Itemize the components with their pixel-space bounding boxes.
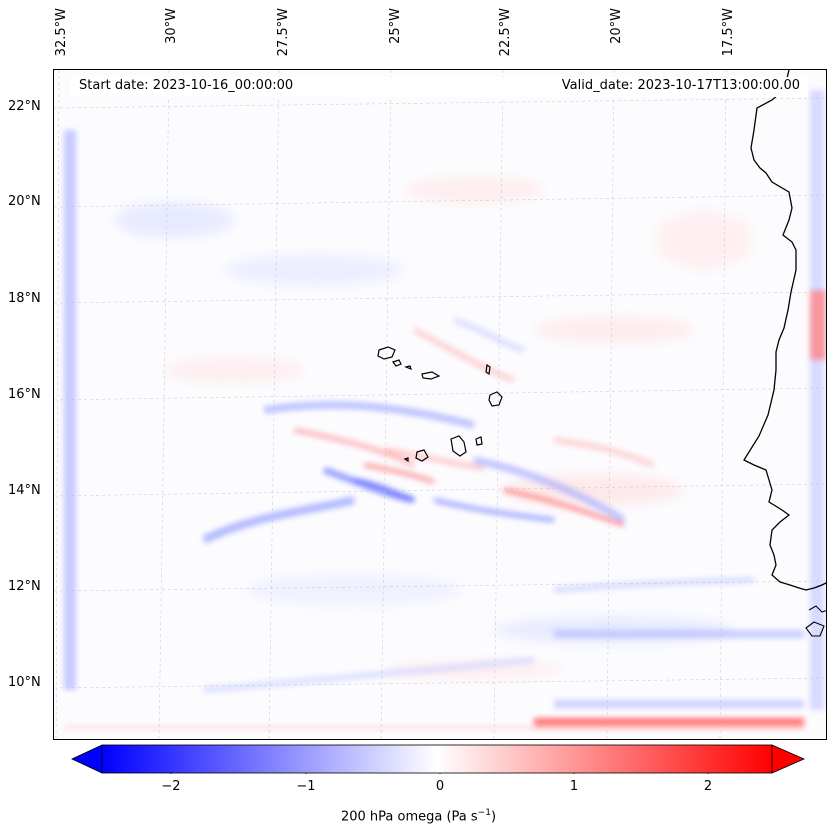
lon-tick-17-5w: 17.5°W xyxy=(721,8,736,57)
lon-tick-25w: 25°W xyxy=(388,8,403,44)
islands xyxy=(377,346,503,463)
lon-tick-22-5w: 22.5°W xyxy=(498,8,513,57)
lon-tick-27-5w: 27.5°W xyxy=(276,8,291,57)
lat-tick-22n: 22°N xyxy=(8,99,41,114)
lon-tick-32-5w: 32.5°W xyxy=(54,8,69,57)
colorbar-extend-min xyxy=(71,744,103,774)
colorbar-label-exponent: −1 xyxy=(477,808,491,818)
colorbar-tick-0: 0 xyxy=(435,779,445,794)
colorbar-tick-2: 2 xyxy=(703,779,713,794)
lat-tick-12n: 12°N xyxy=(8,579,41,594)
colorbar-tick-1: 1 xyxy=(569,779,579,794)
colorbar-label-end: ) xyxy=(490,809,497,825)
lat-tick-10n: 10°N xyxy=(8,675,41,690)
info-strip xyxy=(70,77,808,97)
lat-tick-18n: 18°N xyxy=(8,291,41,306)
colorbar-label-text: 200 hPa omega (Pa s xyxy=(340,809,478,825)
lat-tick-16n: 16°N xyxy=(8,387,41,402)
colorbar-ramp xyxy=(101,744,773,774)
map-panel xyxy=(53,69,827,740)
graticule xyxy=(54,70,826,739)
colorbar-label: 200 hPa omega (Pa s−1) xyxy=(0,808,837,824)
start-date-label: Start date: 2023-10-16_00:00:00 xyxy=(79,78,294,93)
colorbar-extend-max xyxy=(771,744,805,774)
lat-tick-20n: 20°N xyxy=(8,194,41,209)
lon-tick-30w: 30°W xyxy=(164,8,179,44)
lon-tick-20w: 20°W xyxy=(609,8,624,44)
omega-field xyxy=(54,70,826,739)
colorbar-tick-neg2: −2 xyxy=(161,779,181,794)
colorbar-tick-neg1: −1 xyxy=(296,779,316,794)
coastline xyxy=(743,70,826,591)
valid-date-label: Valid_date: 2023-10-17T13:00:00.00 xyxy=(561,78,800,93)
lat-tick-14n: 14°N xyxy=(8,483,41,498)
coastline-islands xyxy=(805,605,826,637)
colorbar xyxy=(71,744,805,774)
